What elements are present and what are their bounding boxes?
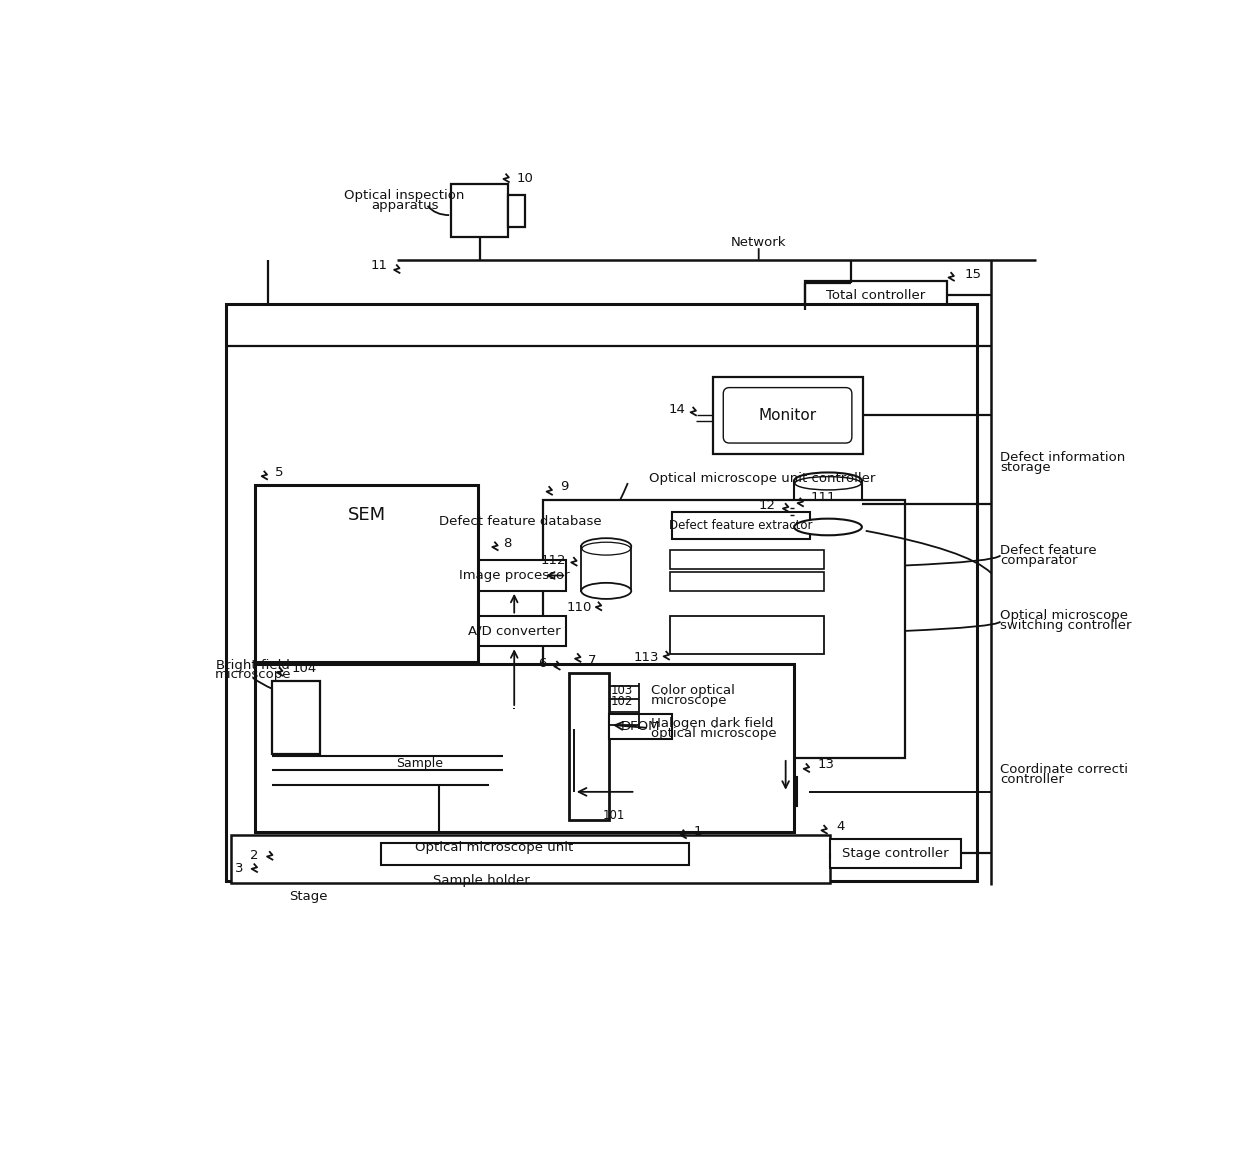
Text: 113: 113 — [634, 650, 658, 664]
Ellipse shape — [794, 472, 862, 489]
Text: 11: 11 — [371, 259, 388, 273]
Ellipse shape — [794, 519, 862, 535]
Bar — [582, 547, 631, 590]
Text: 6: 6 — [538, 657, 547, 670]
Bar — [670, 616, 825, 654]
Text: 112: 112 — [541, 554, 567, 566]
Text: Image processor: Image processor — [459, 569, 569, 582]
Text: 5: 5 — [275, 466, 284, 479]
Text: 1: 1 — [694, 824, 703, 838]
Text: 12: 12 — [759, 498, 776, 512]
Text: A/D converter: A/D converter — [467, 625, 560, 638]
Bar — [226, 304, 977, 882]
Text: Halogen dark field: Halogen dark field — [651, 717, 774, 730]
Ellipse shape — [582, 539, 631, 555]
Text: DFOM: DFOM — [620, 719, 660, 733]
Text: 101: 101 — [603, 809, 625, 822]
Bar — [670, 572, 825, 590]
Text: Bright field: Bright field — [216, 660, 290, 672]
Bar — [463, 616, 567, 647]
Text: 15: 15 — [965, 268, 981, 281]
Ellipse shape — [795, 477, 861, 490]
Text: 4: 4 — [837, 820, 844, 833]
Text: Defect feature database: Defect feature database — [439, 516, 601, 528]
Text: controller: controller — [1001, 773, 1064, 786]
Text: Network: Network — [730, 236, 786, 249]
Text: Stage: Stage — [289, 890, 327, 904]
Text: 104: 104 — [291, 662, 316, 676]
Text: 7: 7 — [588, 654, 596, 666]
Bar — [450, 184, 508, 237]
Text: Total controller: Total controller — [827, 289, 926, 302]
Bar — [382, 844, 689, 866]
Bar — [794, 481, 862, 527]
Ellipse shape — [582, 542, 630, 555]
Text: Defect feature: Defect feature — [1001, 543, 1097, 557]
Text: 111: 111 — [811, 491, 837, 504]
Text: 8: 8 — [502, 536, 511, 550]
Bar — [805, 281, 947, 310]
Text: apparatus: apparatus — [371, 199, 438, 213]
Text: 13: 13 — [817, 759, 835, 771]
Text: 102: 102 — [611, 695, 634, 708]
Text: Monitor: Monitor — [759, 407, 817, 422]
Text: Stage controller: Stage controller — [842, 847, 949, 860]
Text: 3: 3 — [236, 862, 243, 875]
Text: 103: 103 — [611, 685, 634, 698]
FancyBboxPatch shape — [723, 388, 852, 443]
Text: Color optical: Color optical — [651, 685, 735, 698]
Text: Optical inspection: Optical inspection — [345, 189, 465, 201]
Bar — [255, 485, 479, 662]
Bar — [255, 664, 794, 832]
Bar — [713, 376, 863, 453]
Bar — [609, 714, 672, 739]
Text: 14: 14 — [668, 403, 686, 416]
Bar — [568, 673, 609, 820]
Text: SEM: SEM — [347, 506, 386, 525]
Text: 2: 2 — [250, 849, 259, 862]
Text: Sample holder: Sample holder — [433, 874, 529, 887]
Text: 9: 9 — [560, 480, 568, 493]
Text: 110: 110 — [567, 601, 593, 615]
Text: Defect feature extractor: Defect feature extractor — [670, 519, 812, 532]
Text: storage: storage — [1001, 462, 1052, 474]
Bar — [231, 834, 831, 883]
Bar — [272, 681, 320, 754]
Bar — [672, 511, 810, 539]
Text: optical microscope: optical microscope — [651, 726, 776, 740]
Text: microscope: microscope — [651, 694, 728, 708]
Bar — [508, 196, 526, 228]
Text: switching controller: switching controller — [1001, 619, 1132, 632]
Text: Coordinate correcti: Coordinate correcti — [1001, 763, 1128, 776]
Text: 10: 10 — [516, 171, 533, 184]
Bar — [463, 561, 567, 590]
Bar — [670, 550, 825, 570]
Text: comparator: comparator — [1001, 554, 1078, 566]
Text: Sample: Sample — [397, 757, 444, 770]
Text: Optical microscope: Optical microscope — [1001, 609, 1128, 622]
Bar — [831, 839, 961, 868]
Text: Optical microscope unit controller: Optical microscope unit controller — [650, 472, 875, 485]
Ellipse shape — [582, 582, 631, 599]
Text: Optical microscope unit: Optical microscope unit — [414, 840, 573, 854]
Text: Defect information: Defect information — [1001, 451, 1126, 464]
Bar — [543, 500, 905, 759]
Text: microscope: microscope — [215, 669, 291, 681]
Bar — [635, 777, 797, 807]
